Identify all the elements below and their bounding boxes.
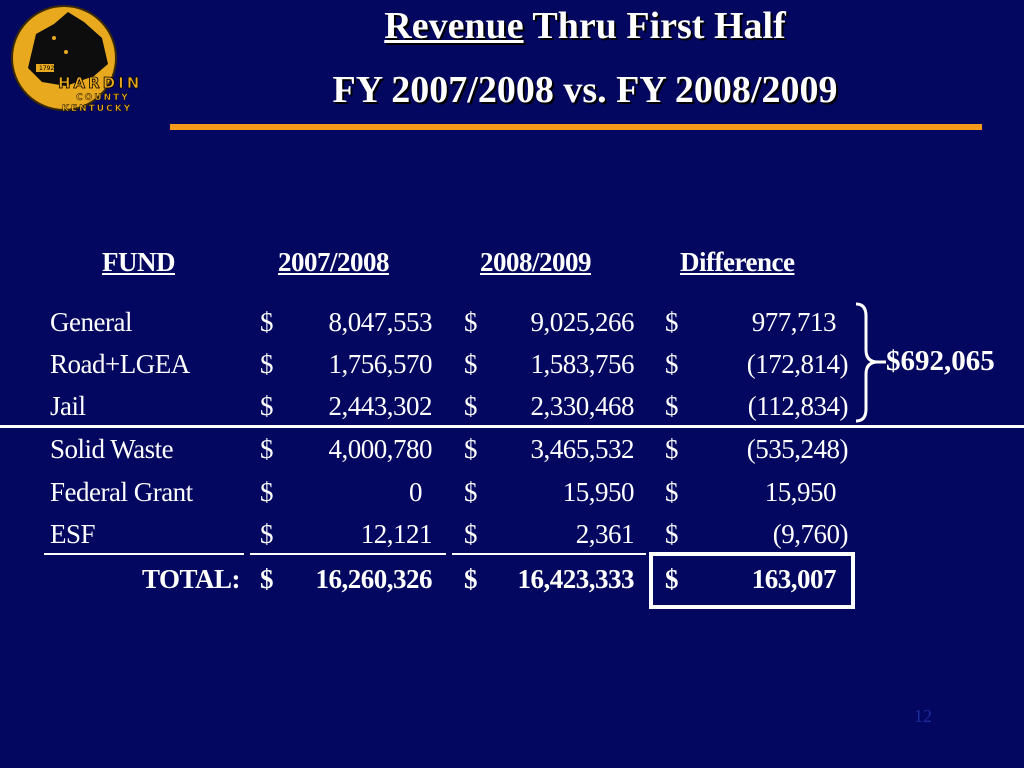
slide-title-line2: FY 2007/2008 vs. FY 2008/2009 [332, 69, 838, 111]
currency-symbol: $ [464, 391, 478, 421]
fy2-value: 2,330,468 [530, 391, 635, 421]
hardin-county-logo: 1792 HARDIN COUNTY KENTUCKY [11, 5, 142, 112]
header-difference: Difference [680, 247, 795, 277]
header-fy1: 2007/2008 [278, 247, 390, 277]
fy2-value: 15,950 [562, 477, 635, 507]
total-fy2: 16,423,333 [517, 564, 635, 594]
currency-symbol: $ [260, 564, 274, 594]
fy1-value: 8,047,553 [328, 307, 433, 337]
fy2-value: 9,025,266 [530, 307, 635, 337]
total-difference-box [649, 552, 855, 609]
total-rule-fy1 [250, 553, 446, 555]
title-rest: Thru First Half [532, 5, 786, 47]
difference-value: 977,713 [751, 307, 837, 337]
total-fy1: 16,260,326 [315, 564, 433, 594]
currency-symbol: $ [464, 519, 478, 549]
fund-name: Solid Waste [50, 434, 174, 464]
fund-name: ESF [50, 519, 96, 549]
fy1-value: 4,000,780 [328, 434, 433, 464]
svg-text:1792: 1792 [39, 65, 54, 72]
currency-symbol: $ [464, 434, 478, 464]
currency-symbol: $ [665, 519, 679, 549]
fund-name: Federal Grant [50, 477, 193, 507]
currency-symbol: $ [665, 564, 679, 594]
currency-symbol: $ [464, 307, 478, 337]
currency-symbol: $ [665, 307, 679, 337]
currency-symbol: $ [464, 349, 478, 379]
difference-value: (172,814) [746, 349, 849, 379]
fy2-value: 3,465,532 [530, 434, 635, 464]
title-revenue: Revenue [384, 5, 524, 47]
fund-name: Road+LGEA [50, 349, 190, 379]
page-number: 12 [914, 706, 932, 726]
fy1-value: 2,443,302 [328, 391, 433, 421]
currency-symbol: $ [260, 349, 274, 379]
slide-title-line1: Revenue Thru First Half [170, 4, 1000, 48]
total-rule-fund [44, 553, 244, 555]
currency-symbol: $ [260, 307, 274, 337]
currency-symbol: $ [665, 434, 679, 464]
total-label: TOTAL: [141, 564, 241, 594]
currency-symbol: $ [260, 391, 274, 421]
fy1-value: 1,756,570 [328, 349, 433, 379]
svg-text:COUNTY: COUNTY [76, 93, 130, 103]
fy2-value: 2,361 [575, 519, 635, 549]
currency-symbol: $ [260, 477, 274, 507]
fy1-value: 12,121 [360, 519, 433, 549]
subtotal-callout: $692,065 [886, 345, 995, 377]
title-underline-rule [170, 124, 982, 130]
fund-name: General [50, 307, 132, 337]
fy1-value: 0 [409, 477, 423, 507]
header-fy2: 2008/2009 [480, 247, 592, 277]
svg-text:HARDIN: HARDIN [58, 74, 142, 92]
total-difference: 163,007 [751, 564, 837, 594]
currency-symbol: $ [260, 434, 274, 464]
currency-symbol: $ [464, 477, 478, 507]
fund-name: Jail [50, 391, 86, 421]
fy2-value: 1,583,756 [530, 349, 635, 379]
header-fund: FUND [102, 247, 176, 277]
currency-symbol: $ [665, 349, 679, 379]
currency-symbol: $ [665, 477, 679, 507]
currency-symbol: $ [464, 564, 478, 594]
difference-value: (112,834) [747, 391, 849, 421]
total-rule-fy2 [452, 553, 646, 555]
difference-value: (9,760) [772, 519, 849, 549]
section-divider [0, 425, 1024, 428]
difference-value: 15,950 [764, 477, 837, 507]
currency-symbol: $ [665, 391, 679, 421]
difference-value: (535,248) [746, 434, 849, 464]
svg-text:KENTUCKY: KENTUCKY [62, 104, 132, 112]
curly-brace-icon [855, 302, 886, 423]
currency-symbol: $ [260, 519, 274, 549]
